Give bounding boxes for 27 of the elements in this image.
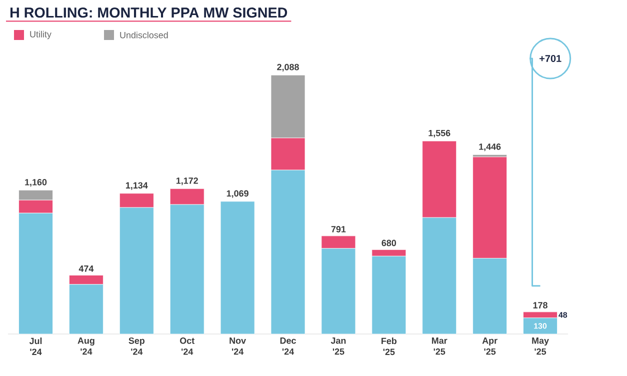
total-label: 1,172 [176, 177, 198, 186]
text: +701 [540, 54, 562, 62]
x-tick-label: Apr '25 [482, 338, 498, 355]
bar [220, 201, 255, 334]
x-tick-label: Mar '25 [432, 338, 448, 355]
total-label: 2,088 [277, 64, 299, 72]
x-tick-label: May '25 [532, 338, 549, 355]
x-tick-label: Oct '24 [180, 338, 194, 355]
x-tick-label: Feb '25 [382, 338, 397, 356]
total-label: 474 [78, 266, 94, 272]
total-label: 1,446 [479, 144, 501, 152]
x-tick-label: Dec '24 [280, 338, 296, 355]
total-label: 1,556 [428, 130, 450, 138]
x-tick-label: Jan '25 [330, 338, 346, 355]
total-label: 791 [331, 226, 346, 232]
legend-label: Undisclosed [120, 32, 168, 38]
x-tick-label: Aug '24 [78, 338, 94, 355]
total-label: 1,134 [126, 182, 148, 190]
total-label: 1,160 [25, 178, 47, 187]
total-label: 1,069 [226, 190, 248, 198]
x-tick-label: Nov '24 [230, 338, 246, 355]
x-tick-label: Sep '24 [128, 338, 145, 355]
total-label: 178 [533, 302, 548, 308]
legend-label: Utility [30, 30, 52, 40]
x-tick-label: Jul '24 [29, 338, 42, 355]
total-label: 680 [382, 240, 396, 246]
chart-title: H ROLLING: MONTHLY PPA MW SIGNED [10, 8, 288, 18]
